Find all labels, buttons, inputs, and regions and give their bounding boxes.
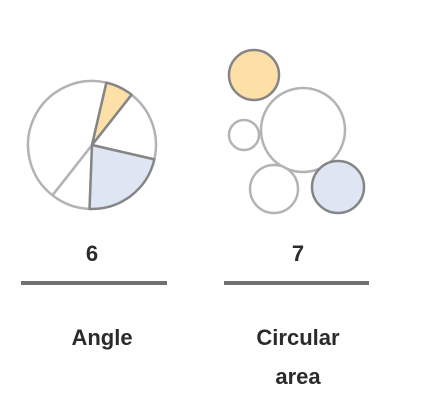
pie-slice-5 xyxy=(26,79,108,197)
bubble-glyph xyxy=(227,48,366,215)
circular-area-number: 7 xyxy=(292,241,304,266)
bubble-3 xyxy=(227,118,261,152)
pie-slice-3 xyxy=(88,143,156,211)
pie-glyph xyxy=(26,79,158,211)
bubble-4 xyxy=(248,163,300,215)
bubble-5 xyxy=(310,159,366,215)
panel-circular-area: 7 Circular area xyxy=(224,48,369,389)
bubble-2 xyxy=(259,86,347,174)
angle-number: 6 xyxy=(86,241,98,266)
bubble-1 xyxy=(227,48,281,102)
angle-label: Angle xyxy=(71,325,132,350)
pie-slice-2 xyxy=(90,93,158,161)
pie-slice-1 xyxy=(90,81,133,147)
panel-angle: 6 Angle xyxy=(21,79,167,350)
circular-area-label-line-1: Circular xyxy=(256,325,340,350)
circular-area-label-line-2: area xyxy=(275,364,321,389)
